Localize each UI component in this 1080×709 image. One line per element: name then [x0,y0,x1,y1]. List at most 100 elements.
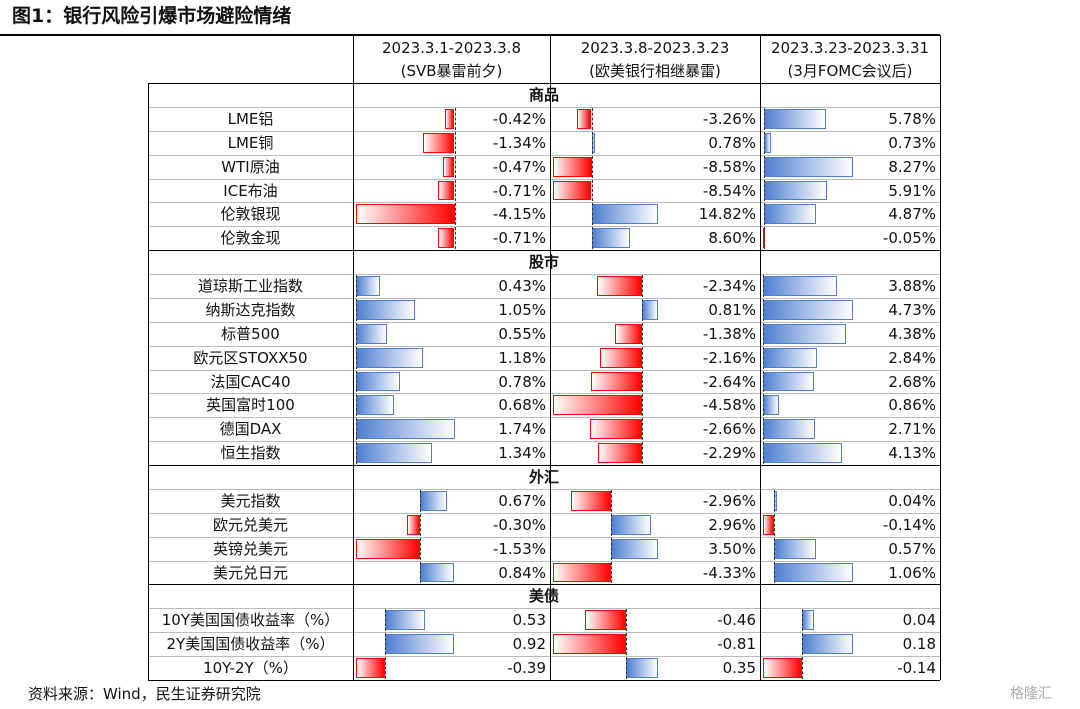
data-bar [590,371,643,392]
data-bar [571,490,612,511]
column-line [940,35,941,680]
row-label: 英镑兑美元 [212,539,288,558]
data-bar [600,347,643,368]
cell-value: 0.73% [888,133,936,152]
cell-value: -2.64% [702,372,756,391]
row-line [148,130,940,132]
cell-value: -0.47% [492,157,546,176]
row-label: 10Y-2Y（%） [203,659,298,678]
section-name: 外汇 [528,468,559,487]
cell-value: -1.34% [492,133,546,152]
bar-axis [642,346,644,369]
cell-value: 0.53 [512,611,546,630]
cell-value: 0.92 [512,635,546,654]
data-bar [443,156,455,177]
bar-axis [454,227,457,250]
bar-axis [419,561,422,584]
row-label: 纳斯达克指数 [205,300,296,319]
bar-axis [356,275,358,297]
row-label: 美元指数 [220,491,281,510]
bar-axis [763,442,765,465]
bar-axis [591,131,594,154]
row-line [148,250,940,252]
bar-axis [802,633,804,656]
cell-value: 0.67% [498,491,546,510]
cell-value: 0.57% [888,539,936,558]
cell-value: 0.81% [708,300,756,319]
cell-value: -2.66% [702,420,756,439]
cell-value: 2.96% [708,515,756,534]
bar-axis [642,322,644,345]
bar-axis [763,298,765,321]
bar-axis [773,489,776,512]
row-line [148,321,940,323]
bar-axis [642,394,644,417]
bar-axis [763,227,766,250]
cell-value: -0.81 [717,635,756,654]
bar-axis [763,107,766,130]
cell-value: -0.30% [492,515,546,534]
cell-value: -4.58% [702,396,756,415]
column-line [550,35,551,680]
bar-axis [802,657,804,679]
row-line [148,632,940,634]
bar-axis [385,609,387,632]
bar-axis [626,633,628,656]
bar-axis [642,275,644,297]
row-label: 2Y美国国债收益率（%） [166,635,335,654]
bar-axis [591,179,594,202]
bar-axis [419,537,422,560]
row-line [148,560,940,562]
cell-value: -0.39 [507,659,546,678]
data-bar [553,156,592,177]
cell-value: -0.71% [492,229,546,248]
row-label: 欧元区STOXX50 [193,348,308,367]
bar-axis [611,489,613,512]
row-label: 美元兑日元 [212,563,288,582]
data-bar [422,132,455,153]
bar-axis [773,513,776,536]
data-bar [437,228,455,249]
data-bar [576,108,592,129]
row-line [148,154,940,156]
cell-value: 14.82% [698,205,756,224]
row-label: 英国富时100 [206,396,295,415]
bar-axis [763,179,766,202]
row-line [148,465,940,467]
bar-axis [802,609,804,632]
row-line [148,536,940,538]
cell-value: -2.34% [702,277,756,296]
bar-axis [763,346,765,369]
column-line [760,35,761,680]
row-line [148,178,940,180]
bar-axis [356,370,358,393]
title-rule [0,34,940,36]
cell-value: -8.58% [702,157,756,176]
cell-value: 5.91% [888,181,936,200]
bar-axis [611,537,613,560]
cell-value: -3.26% [702,109,756,128]
cell-value: 4.13% [888,444,936,463]
bar-axis [591,155,594,178]
cell-value: 0.43% [498,277,546,296]
cell-value: -2.16% [702,348,756,367]
cell-value: -0.42% [492,109,546,128]
data-bar [763,658,803,678]
bar-axis [419,513,422,536]
bar-axis [611,513,613,536]
bar-axis [763,418,765,441]
bar-axis [356,298,358,321]
data-bar [444,108,455,129]
bar-axis [773,561,776,584]
row-line [148,417,940,419]
row-line [148,656,940,658]
row-label: ICE布油 [223,181,278,200]
column-header: 2023.3.23-2023.3.31 [770,39,930,57]
cell-value: -2.96% [702,491,756,510]
bar-axis [642,442,644,465]
bar-axis [642,418,644,441]
cell-value: -0.14% [882,515,936,534]
bar-axis [763,322,765,345]
row-line [148,345,940,347]
bar-axis [642,298,644,321]
